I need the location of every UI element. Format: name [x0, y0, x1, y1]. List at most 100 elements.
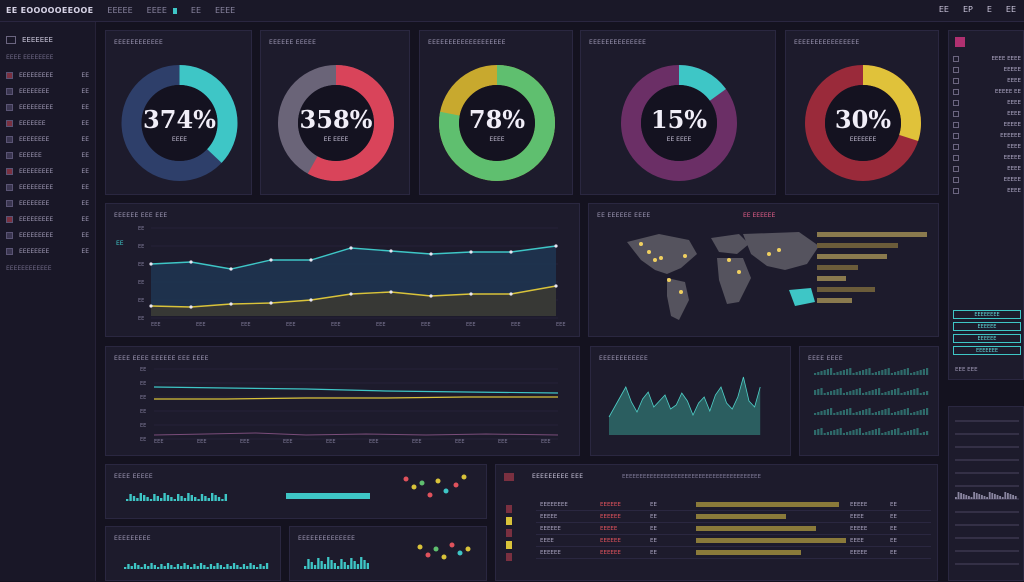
tab-1[interactable]: ЕЕЕЕЕ	[107, 6, 133, 15]
right-lower-bar	[994, 494, 996, 499]
sidebar-item[interactable]: ЕЕЕЕЕЕЕЕ ЕЕ	[0, 195, 95, 211]
right-panel-button[interactable]: ЕЕЕЕЕЕЕ	[953, 346, 1021, 355]
right-panel-row[interactable]: ЕЕЕЕ	[949, 108, 1024, 119]
table-row[interactable]: ЕЕЕЕЕЕ ЕЕЕЕЕЕ ЕЕ ЕЕЕЕЕ ЕЕ	[536, 547, 931, 559]
mini-panel-2-bar	[140, 567, 143, 569]
mini-panel-3-bar	[343, 562, 346, 569]
sidebar-item-icon	[6, 87, 13, 95]
right-panel-row[interactable]: ЕЕЕЕ ЕЕЕЕ	[949, 53, 1024, 64]
histogram-bar	[881, 410, 884, 415]
right-row-label: ЕЕЕЕ	[1007, 165, 1021, 172]
sidebar-title: ЕЕЕЕЕЕЕ	[22, 36, 53, 44]
row-icon	[506, 505, 512, 513]
mini-panel-1-bar	[194, 497, 197, 501]
histogram-bar	[823, 433, 826, 435]
right-panel-button[interactable]: ЕЕЕЕЕЕ	[953, 322, 1021, 331]
sidebar-item[interactable]: ЕЕЕЕЕЕЕЕ ЕЕ	[0, 243, 95, 259]
histogram-bar	[913, 372, 916, 375]
right-row-label: ЕЕЕЕЕ	[1003, 154, 1021, 161]
profile-icon[interactable]: ЕР	[962, 5, 973, 14]
sidebar-item[interactable]: ЕЕЕЕЕЕЕ ЕЕ	[0, 115, 95, 131]
table-flag-icon	[504, 473, 514, 481]
mini-panel-2-bar	[206, 567, 209, 569]
alert-icon[interactable]: Е	[986, 5, 992, 14]
line-point	[269, 258, 273, 262]
table-row[interactable]: ЕЕЕЕЕ ЕЕЕЕЕЕ ЕЕ ЕЕЕЕ ЕЕ	[536, 511, 931, 523]
right-panel-row[interactable]: ЕЕЕЕЕ	[949, 119, 1024, 130]
sidebar-item-icon	[6, 215, 13, 223]
sidebar-item[interactable]: ЕЕЕЕЕЕЕЕЕ ЕЕ	[0, 179, 95, 195]
mini-panel-2-bar	[176, 564, 180, 569]
sidebar-item[interactable]: ЕЕЕЕЕЕЕЕЕ ЕЕ	[0, 227, 95, 243]
map-africa	[717, 258, 751, 304]
mini-panel-2-bar	[209, 564, 213, 569]
sidebar-header[interactable]: ЕЕЕЕЕЕЕ	[0, 30, 95, 50]
table-cell-name: ЕЕЕЕЕ	[540, 513, 558, 520]
right-row-icon	[953, 165, 959, 172]
tab-3[interactable]: ЕЕ	[190, 6, 201, 15]
table-cell-value: ЕЕЕЕЕ	[850, 549, 868, 556]
sidebar-item[interactable]: ЕЕЕЕЕЕЕЕЕ ЕЕ	[0, 67, 95, 83]
table-row[interactable]: ЕЕЕЕЕЕ ЕЕЕЕЕ ЕЕ ЕЕЕЕЕ ЕЕ	[536, 523, 931, 535]
sidebar-item[interactable]: ЕЕЕЕЕЕЕЕ ЕЕ	[0, 83, 95, 99]
mini-panel-2-bar	[133, 563, 137, 569]
right-panel-row[interactable]: ЕЕЕЕ	[949, 75, 1024, 86]
user-avatar[interactable]: ЕЕ	[1005, 5, 1016, 14]
table-row[interactable]: ЕЕЕЕ ЕЕЕЕЕЕ ЕЕ ЕЕЕЕ ЕЕ	[536, 535, 931, 547]
table-cell-name: ЕЕЕЕЕЕ	[540, 549, 561, 556]
right-panel-row[interactable]: ЕЕЕЕЕЕ	[949, 130, 1024, 141]
app-title: ЕЕ ЕОООООЕЕООЕ	[6, 6, 94, 15]
sidebar-item[interactable]: ЕЕЕЕЕЕ ЕЕ	[0, 147, 95, 163]
histogram-panel: ЕЕЕЕ ЕЕЕЕ	[799, 346, 939, 456]
right-panel-row[interactable]: ЕЕЕЕ	[949, 163, 1024, 174]
tab-4[interactable]: ЕЕЕЕ	[215, 6, 236, 15]
right-panel-row[interactable]: ЕЕЕЕ	[949, 141, 1024, 152]
right-panel-row[interactable]: ЕЕЕЕ	[949, 97, 1024, 108]
mini-panel-3-bar	[363, 560, 366, 569]
histogram-bar	[855, 429, 858, 435]
trend-series-cyan	[153, 386, 559, 394]
right-lower-bar	[1009, 494, 1012, 499]
mini-panel-2-bar	[166, 563, 170, 569]
right-panel-row[interactable]: ЕЕЕЕЕ	[949, 64, 1024, 75]
x-tick: ЕЕЕ	[154, 439, 163, 445]
notification-icon[interactable]: ЕЕ	[938, 5, 949, 14]
mini-panel-1-bar	[149, 499, 153, 501]
sidebar-item-label: ЕЕЕЕЕЕЕЕЕ	[19, 231, 54, 239]
right-panel-row[interactable]: ЕЕЕЕЕ	[949, 174, 1024, 185]
sidebar-item-count: ЕЕ	[81, 71, 89, 79]
right-lower-bar	[955, 497, 957, 499]
y-tick: ЕЕ	[138, 280, 144, 286]
histogram-bar	[890, 390, 893, 395]
histogram-bar	[900, 370, 903, 375]
sidebar-item[interactable]: ЕЕЕЕЕЕЕЕ ЕЕ	[0, 131, 95, 147]
right-lower-bar	[957, 492, 960, 499]
mini-panel-1-bar	[180, 496, 183, 501]
right-panel-button[interactable]: ЕЕЕЕЕЕЕЕ	[953, 310, 1021, 319]
line-point	[309, 298, 313, 302]
sidebar-item[interactable]: ЕЕЕЕЕЕЕЕЕ ЕЕ	[0, 211, 95, 227]
sidebar-item[interactable]: ЕЕЕЕЕЕЕЕЕ ЕЕ	[0, 163, 95, 179]
row-icon	[506, 541, 512, 549]
kpi-title: ЕЕЕЕЕЕЕЕЕЕЕЕЕЕЕЕЕЕЕ	[428, 39, 506, 46]
mini-panel-2-bar	[186, 565, 189, 569]
histogram-bar	[916, 371, 919, 375]
tab-2[interactable]: ЕЕЕЕ	[146, 6, 167, 15]
sidebar-footer[interactable]: ЕЕЕЕЕЕЕЕЕЕЕЕ	[6, 265, 52, 272]
mini-panel-3-dot	[417, 544, 423, 550]
line-chart-panel: ЕЕЕЕЕЕ ЕЕЕ ЕЕЕ ЕЕ ЕЕ ЕЕ ЕЕ ЕЕ ЕЕ ЕЕ ЕЕЕ ЕЕЕ ЕЕЕ Е…	[105, 203, 580, 337]
table-row[interactable]: ЕЕЕЕЕЕЕЕ ЕЕЕЕЕЕ ЕЕ ЕЕЕЕЕ ЕЕ	[536, 499, 931, 511]
table-cell-extra: ЕЕ	[890, 537, 897, 544]
histogram-bar	[814, 373, 817, 375]
sidebar-item-label: ЕЕЕЕЕЕЕЕЕ	[19, 71, 54, 79]
histogram-bar	[849, 431, 852, 435]
right-row-label: ЕЕЕЕ	[1007, 99, 1021, 106]
histogram-bar	[862, 393, 865, 395]
table-cell-status: ЕЕЕЕЕ	[600, 525, 618, 532]
table-cell-code: ЕЕ	[650, 549, 657, 556]
right-panel-row[interactable]: ЕЕЕЕ	[949, 185, 1024, 196]
right-panel-row[interactable]: ЕЕЕЕЕ ЕЕ	[949, 86, 1024, 97]
right-panel-row[interactable]: ЕЕЕЕЕ	[949, 152, 1024, 163]
sidebar-item[interactable]: ЕЕЕЕЕЕЕЕЕ ЕЕ	[0, 99, 95, 115]
right-panel-button[interactable]: ЕЕЕЕЕЕ	[953, 334, 1021, 343]
